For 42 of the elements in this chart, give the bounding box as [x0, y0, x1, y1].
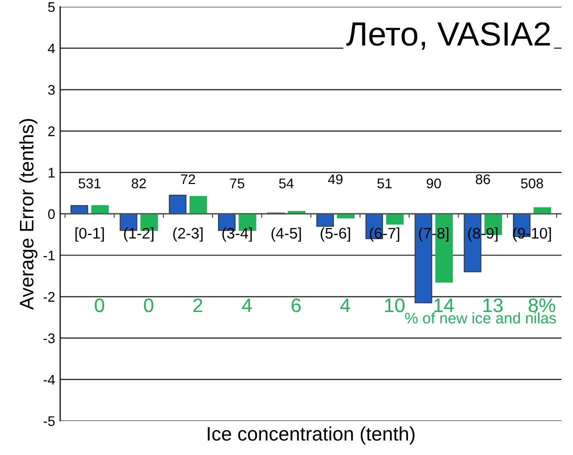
annotation: 6: [292, 298, 301, 312]
y-tick-label: -5: [44, 416, 55, 426]
annotation: 8%: [528, 298, 556, 312]
x-tick-label: (3-4]: [222, 227, 252, 242]
annotation: 531: [78, 178, 101, 188]
annotation: 10: [385, 298, 404, 312]
x-tick-label: (5-6]: [320, 227, 350, 242]
y-tick-label: 1: [48, 168, 55, 178]
annotation: 508: [521, 178, 544, 188]
y-tick-label: 2: [48, 126, 55, 136]
annotation: 4: [242, 298, 252, 312]
y-tick-label: -1: [44, 250, 55, 260]
y-axis-title: Average Error (tenths): [19, 119, 38, 310]
annotation: 90: [426, 178, 441, 188]
y-tick-label: 4: [48, 44, 55, 54]
x-axis-title: Ice concentration (tenth): [208, 426, 414, 445]
y-tick-label: 0: [48, 209, 55, 220]
y-tick-label: 3: [48, 84, 55, 95]
x-tick-label: (9-10]: [513, 227, 551, 242]
y-tick-label: 5: [48, 2, 55, 12]
annotation: 49: [328, 174, 342, 184]
y-tick-label: -4: [44, 374, 55, 385]
annotation: 54: [279, 178, 294, 188]
annotation: 86: [476, 174, 490, 184]
x-tick-label: (2-3]: [173, 227, 203, 242]
annotation: 4: [340, 298, 350, 312]
y-tick-label: -3: [44, 333, 55, 344]
annotation: 72: [180, 174, 195, 184]
annotation: 51: [377, 178, 392, 188]
x-tick-label: (1-2]: [124, 227, 154, 242]
y-tick-label: -2: [44, 292, 55, 302]
x-tick-label: [0-1]: [75, 227, 104, 242]
x-tick-label: (4-5]: [272, 227, 301, 242]
chart-title: Лето, VASIA2: [346, 22, 550, 50]
annotation: 75: [230, 178, 244, 188]
annotation: 0: [144, 298, 154, 312]
annotation: % of new ice and nilas: [405, 312, 556, 324]
annotation: 0: [94, 298, 104, 312]
annotation: 13: [483, 298, 503, 312]
annotation: 14: [434, 298, 454, 312]
annotation: 82: [132, 178, 146, 188]
annotation: 2: [193, 298, 202, 312]
